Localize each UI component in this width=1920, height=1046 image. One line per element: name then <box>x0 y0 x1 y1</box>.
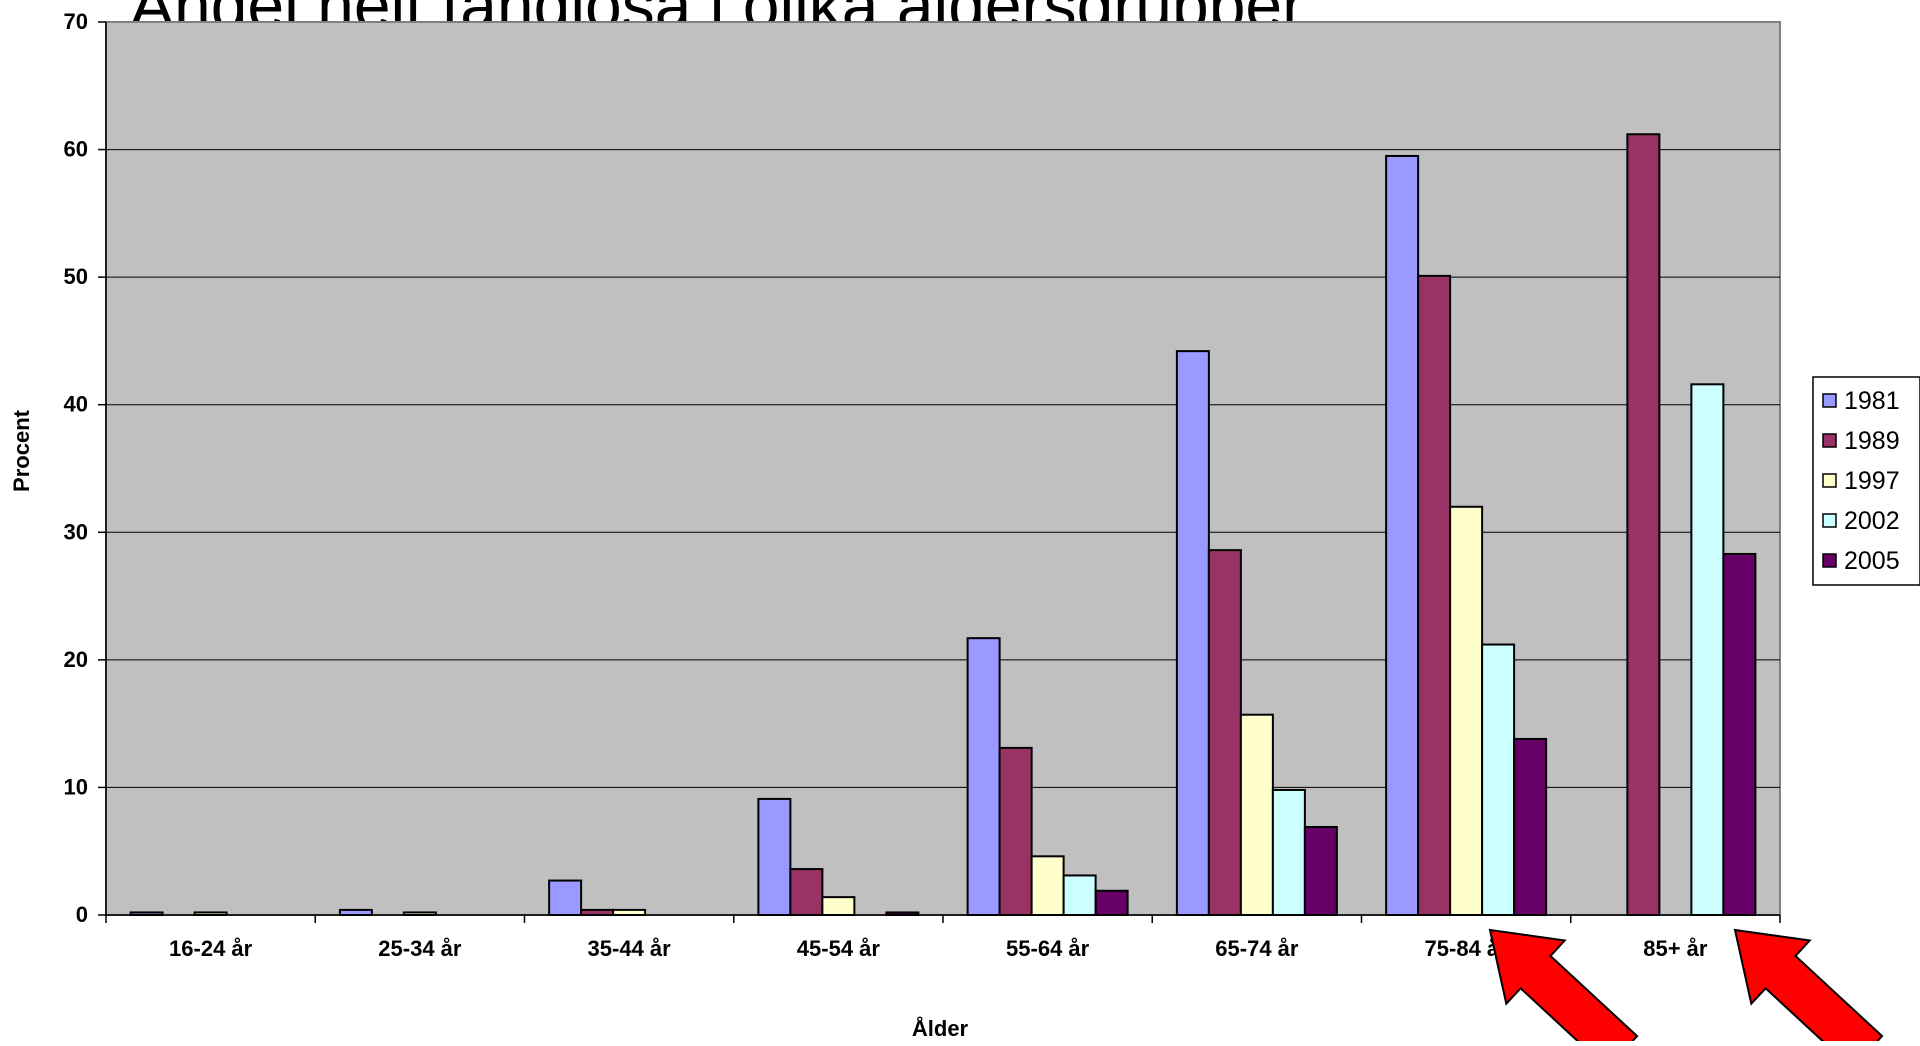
bar-1997-5 <box>1239 713 1274 916</box>
y-tick-label: 60 <box>64 137 88 162</box>
red-arrow-2 <box>1733 928 1884 1046</box>
bar-1997-3 <box>821 896 856 917</box>
x-tick-label: 45-54 år <box>797 936 881 961</box>
bar-2005-6 <box>1513 737 1548 916</box>
y-tick-label: 10 <box>64 774 88 799</box>
legend-label-2005: 2005 <box>1844 547 1900 575</box>
gridlines <box>106 149 1780 788</box>
bar-1997-4 <box>1030 855 1065 916</box>
y-tick-label: 30 <box>64 519 88 544</box>
bar-1981-1 <box>338 908 373 917</box>
legend-swatch-1997 <box>1822 473 1837 488</box>
bar-2002-5 <box>1271 788 1306 916</box>
x-tick-label: 16-24 år <box>169 936 253 961</box>
bar-2005-7 <box>1722 552 1757 916</box>
bar-2002-4 <box>1062 874 1097 917</box>
x-tick-label: 25-34 år <box>378 936 462 961</box>
x-tick-label: 35-44 år <box>588 936 672 961</box>
x-tick-label: 55-64 år <box>1006 936 1090 961</box>
bar-1989-4 <box>998 746 1033 916</box>
bar-1981-4 <box>966 637 1001 916</box>
legend-swatch-1989 <box>1822 433 1837 448</box>
red-arrow-1 <box>1488 928 1639 1046</box>
legend-label-1981: 1981 <box>1844 387 1900 415</box>
y-axis-label: Procent <box>9 409 34 492</box>
bar-2005-4 <box>1094 889 1129 916</box>
y-tick-label: 40 <box>64 392 88 417</box>
y-tick-label: 20 <box>64 647 88 672</box>
bar-1997-6 <box>1449 505 1484 916</box>
axes: 0 10 20 30 40 50 60 70 16-24 år 25-34 år 35-44 år 4… <box>64 9 1781 961</box>
bar-2005-5 <box>1303 825 1338 916</box>
bar-1981-5 <box>1175 350 1210 916</box>
legend-swatch-2002 <box>1822 513 1837 528</box>
bar-2002-7 <box>1690 383 1725 916</box>
legend: 1981 1989 1997 2002 2005 <box>1812 376 1920 586</box>
bar-2002-6 <box>1481 643 1516 916</box>
bar-1989-5 <box>1207 549 1242 916</box>
legend-label-1989: 1989 <box>1844 427 1900 455</box>
bar-1997-2 <box>612 908 647 917</box>
bar-1989-2 <box>580 908 615 917</box>
bar-1989-3 <box>789 868 824 916</box>
x-axis-label: Ålder <box>912 1015 969 1041</box>
legend-swatch-2005 <box>1822 553 1837 568</box>
bar-1981-6 <box>1385 154 1420 916</box>
legend-label-2002: 2002 <box>1844 507 1900 535</box>
y-tick-label: 0 <box>76 902 88 927</box>
legend-label-1997: 1997 <box>1844 467 1900 495</box>
x-tick-label: 85+ år <box>1643 936 1708 961</box>
y-tick-label: 70 <box>64 9 88 34</box>
bar-1989-7 <box>1626 133 1661 916</box>
bar-1989-6 <box>1417 274 1452 917</box>
bar-1981-3 <box>757 797 792 916</box>
legend-swatch-1981 <box>1822 393 1837 408</box>
bar-1981-2 <box>548 879 583 917</box>
annotations <box>1488 928 1884 1046</box>
bars <box>129 133 1757 917</box>
y-tick-label: 50 <box>64 264 88 289</box>
x-tick-label: 65-74 år <box>1215 936 1299 961</box>
